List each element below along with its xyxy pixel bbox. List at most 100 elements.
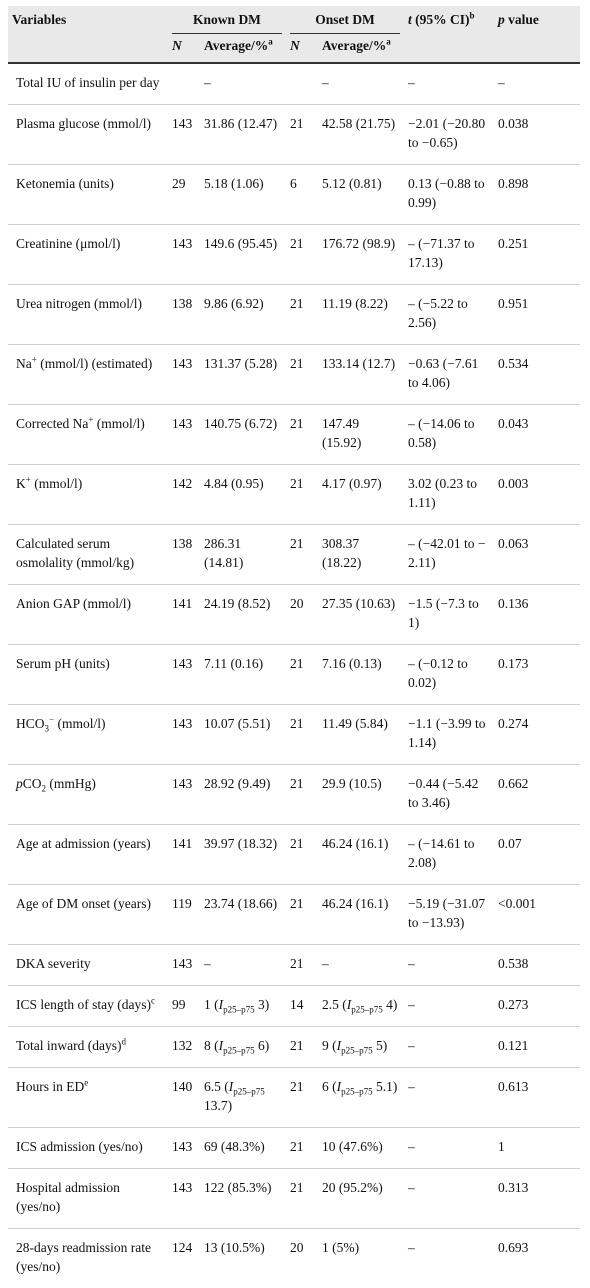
- cell-p-value: 0.534: [494, 345, 580, 405]
- cell-p-value: 0.251: [494, 225, 580, 285]
- cell-variable: ICS admission (yes/no): [8, 1128, 168, 1169]
- cell-t-ci: –: [404, 1169, 494, 1229]
- cell-t-ci: –: [404, 63, 494, 105]
- cell-average-onset: 2.5 (Ip25–p75 4): [318, 986, 404, 1027]
- cell-average-known: 8 (Ip25–p75 6): [200, 1027, 286, 1068]
- cell-average-known: 69 (48.3%): [200, 1128, 286, 1169]
- cell-average-known: 10.07 (5.51): [200, 705, 286, 765]
- cell-n-onset: 21: [286, 525, 318, 585]
- cell-average-onset: 147.49 (15.92): [318, 405, 404, 465]
- cell-average-onset: 133.14 (12.7): [318, 345, 404, 405]
- cell-t-ci: –: [404, 1027, 494, 1068]
- cell-n-onset: 21: [286, 645, 318, 705]
- cell-average-known: 7.11 (0.16): [200, 645, 286, 705]
- cell-variable: Na+ (mmol/l) (estimated): [8, 345, 168, 405]
- cell-p-value: 0.07: [494, 825, 580, 885]
- cell-n-known: 142: [168, 465, 200, 525]
- cell-p-value: 0.121: [494, 1027, 580, 1068]
- cell-n-known: 143: [168, 345, 200, 405]
- cell-n-onset: 20: [286, 585, 318, 645]
- cell-average-known: 23.74 (18.66): [200, 885, 286, 945]
- cell-p-value: 0.313: [494, 1169, 580, 1229]
- cell-n-known: 143: [168, 105, 200, 165]
- cell-variable: Creatinine (μmol/l): [8, 225, 168, 285]
- cell-t-ci: −0.63 (−7.61 to 4.06): [404, 345, 494, 405]
- table-row: Total IU of insulin per day––––: [8, 63, 580, 105]
- cell-variable: DKA severity: [8, 945, 168, 986]
- cell-n-onset: 21: [286, 285, 318, 345]
- cell-n-known: 138: [168, 525, 200, 585]
- cell-average-known: –: [200, 945, 286, 986]
- cell-average-onset: 5.12 (0.81): [318, 165, 404, 225]
- header-variables: Variables: [8, 6, 168, 63]
- cell-variable: K+ (mmol/l): [8, 465, 168, 525]
- cell-average-onset: 10 (47.6%): [318, 1128, 404, 1169]
- cell-variable: Hours in EDe: [8, 1068, 168, 1128]
- cell-n-known: 124: [168, 1229, 200, 1288]
- cell-average-onset: 29.9 (10.5): [318, 765, 404, 825]
- cell-average-known: 9.86 (6.92): [200, 285, 286, 345]
- cell-p-value: 0.136: [494, 585, 580, 645]
- cell-p-value: 0.898: [494, 165, 580, 225]
- cell-p-value: 0.003: [494, 465, 580, 525]
- cell-n-known: 143: [168, 705, 200, 765]
- cell-variable: HCO3− (mmol/l): [8, 705, 168, 765]
- cell-t-ci: –: [404, 1128, 494, 1169]
- cell-t-ci: – (−42.01 to − 2.11): [404, 525, 494, 585]
- cell-n-onset: 21: [286, 825, 318, 885]
- header-n-known: N: [168, 35, 200, 63]
- cell-variable: Age of DM onset (years): [8, 885, 168, 945]
- cell-t-ci: – (−14.06 to 0.58): [404, 405, 494, 465]
- cell-average-onset: 46.24 (16.1): [318, 825, 404, 885]
- cell-n-onset: 21: [286, 765, 318, 825]
- header-average-known: Average/%a: [200, 35, 286, 63]
- cell-n-onset: 21: [286, 405, 318, 465]
- cell-variable: Age at admission (years): [8, 825, 168, 885]
- cell-p-value: 0.038: [494, 105, 580, 165]
- cell-n-onset: 21: [286, 1128, 318, 1169]
- cell-p-value: 1: [494, 1128, 580, 1169]
- cell-variable: 28-days readmission rate (yes/no): [8, 1229, 168, 1288]
- cell-t-ci: 3.02 (0.23 to 1.11): [404, 465, 494, 525]
- cell-average-known: 122 (85.3%): [200, 1169, 286, 1229]
- cell-average-onset: 6 (Ip25–p75 5.1): [318, 1068, 404, 1128]
- cell-average-onset: –: [318, 945, 404, 986]
- cell-n-onset: 21: [286, 225, 318, 285]
- cell-variable: Anion GAP (mmol/l): [8, 585, 168, 645]
- cell-p-value: –: [494, 63, 580, 105]
- cell-n-known: 140: [168, 1068, 200, 1128]
- cell-average-known: –: [200, 63, 286, 105]
- cell-average-known: 149.6 (95.45): [200, 225, 286, 285]
- cell-average-known: 286.31 (14.81): [200, 525, 286, 585]
- cell-n-known: 132: [168, 1027, 200, 1068]
- cell-average-onset: 42.58 (21.75): [318, 105, 404, 165]
- cell-p-value: 0.043: [494, 405, 580, 465]
- comparison-table: Variables Known DM Onset DM t (95% CI)b …: [8, 6, 580, 1288]
- header-n-onset: N: [286, 35, 318, 63]
- cell-t-ci: – (−0.12 to 0.02): [404, 645, 494, 705]
- cell-t-ci: −1.5 (−7.3 to 1): [404, 585, 494, 645]
- cell-n-known: 143: [168, 1128, 200, 1169]
- cell-t-ci: −5.19 (−31.07 to −13.93): [404, 885, 494, 945]
- header-p-value: p value: [494, 6, 580, 63]
- cell-n-known: 143: [168, 405, 200, 465]
- table-row: Calculated serum osmolality (mmol/kg)138…: [8, 525, 580, 585]
- cell-n-known: 138: [168, 285, 200, 345]
- header-t-ci: t (95% CI)b: [404, 6, 494, 63]
- cell-variable: Total IU of insulin per day: [8, 63, 168, 105]
- cell-average-onset: 20 (95.2%): [318, 1169, 404, 1229]
- cell-variable: Corrected Na+ (mmol/l): [8, 405, 168, 465]
